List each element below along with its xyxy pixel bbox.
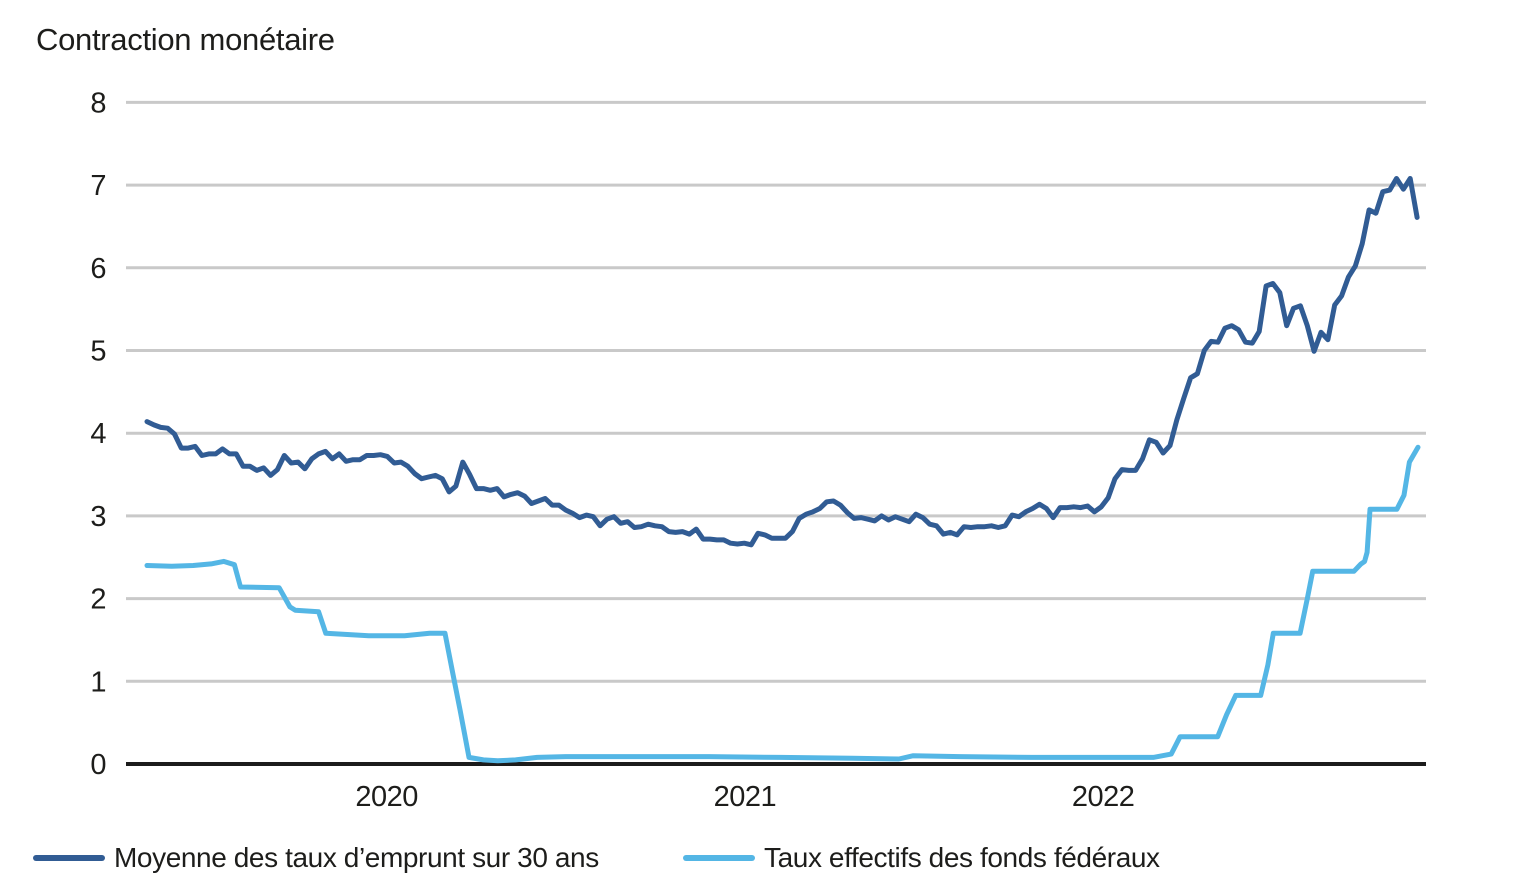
x-tick-label-2021: 2021 [714, 781, 777, 813]
series-line-1 [144, 444, 1421, 764]
y-tick-label-7: 7 [90, 170, 106, 202]
x-tick-label-2022: 2022 [1072, 781, 1135, 813]
y-tick-label-4: 4 [90, 418, 106, 450]
legend-swatch-fed-funds-rate [683, 855, 755, 861]
line-chart-canvas: 8 7 6 5 4 3 2 1 0 2020 2021 2022 [90, 87, 1426, 813]
y-tick-label-5: 5 [90, 336, 106, 368]
y-tick-label-8: 8 [90, 87, 106, 119]
y-tick-label-6: 6 [90, 253, 106, 285]
chart-legend: Moyenne des taux d’emprunt sur 30 ans Ta… [0, 838, 1516, 878]
y-tick-label-0: 0 [90, 749, 106, 781]
y-tick-label-1: 1 [90, 666, 106, 698]
legend-swatch-mortgage-rate [33, 855, 105, 861]
legend-label-fed-funds-rate: Taux effectifs des fonds fédéraux [764, 842, 1160, 873]
chart-title: Contraction monétaire [36, 22, 335, 57]
legend-item-fed-funds-rate: Taux effectifs des fonds fédéraux [683, 838, 1160, 878]
x-tick-label-2020: 2020 [355, 781, 418, 813]
y-tick-label-2: 2 [90, 584, 106, 616]
legend-label-mortgage-rate: Moyenne des taux d’emprunt sur 30 ans [114, 842, 599, 873]
series-line-0 [144, 176, 1420, 548]
legend-item-mortgage-rate: Moyenne des taux d’emprunt sur 30 ans [33, 838, 599, 878]
y-tick-label-3: 3 [90, 501, 106, 533]
